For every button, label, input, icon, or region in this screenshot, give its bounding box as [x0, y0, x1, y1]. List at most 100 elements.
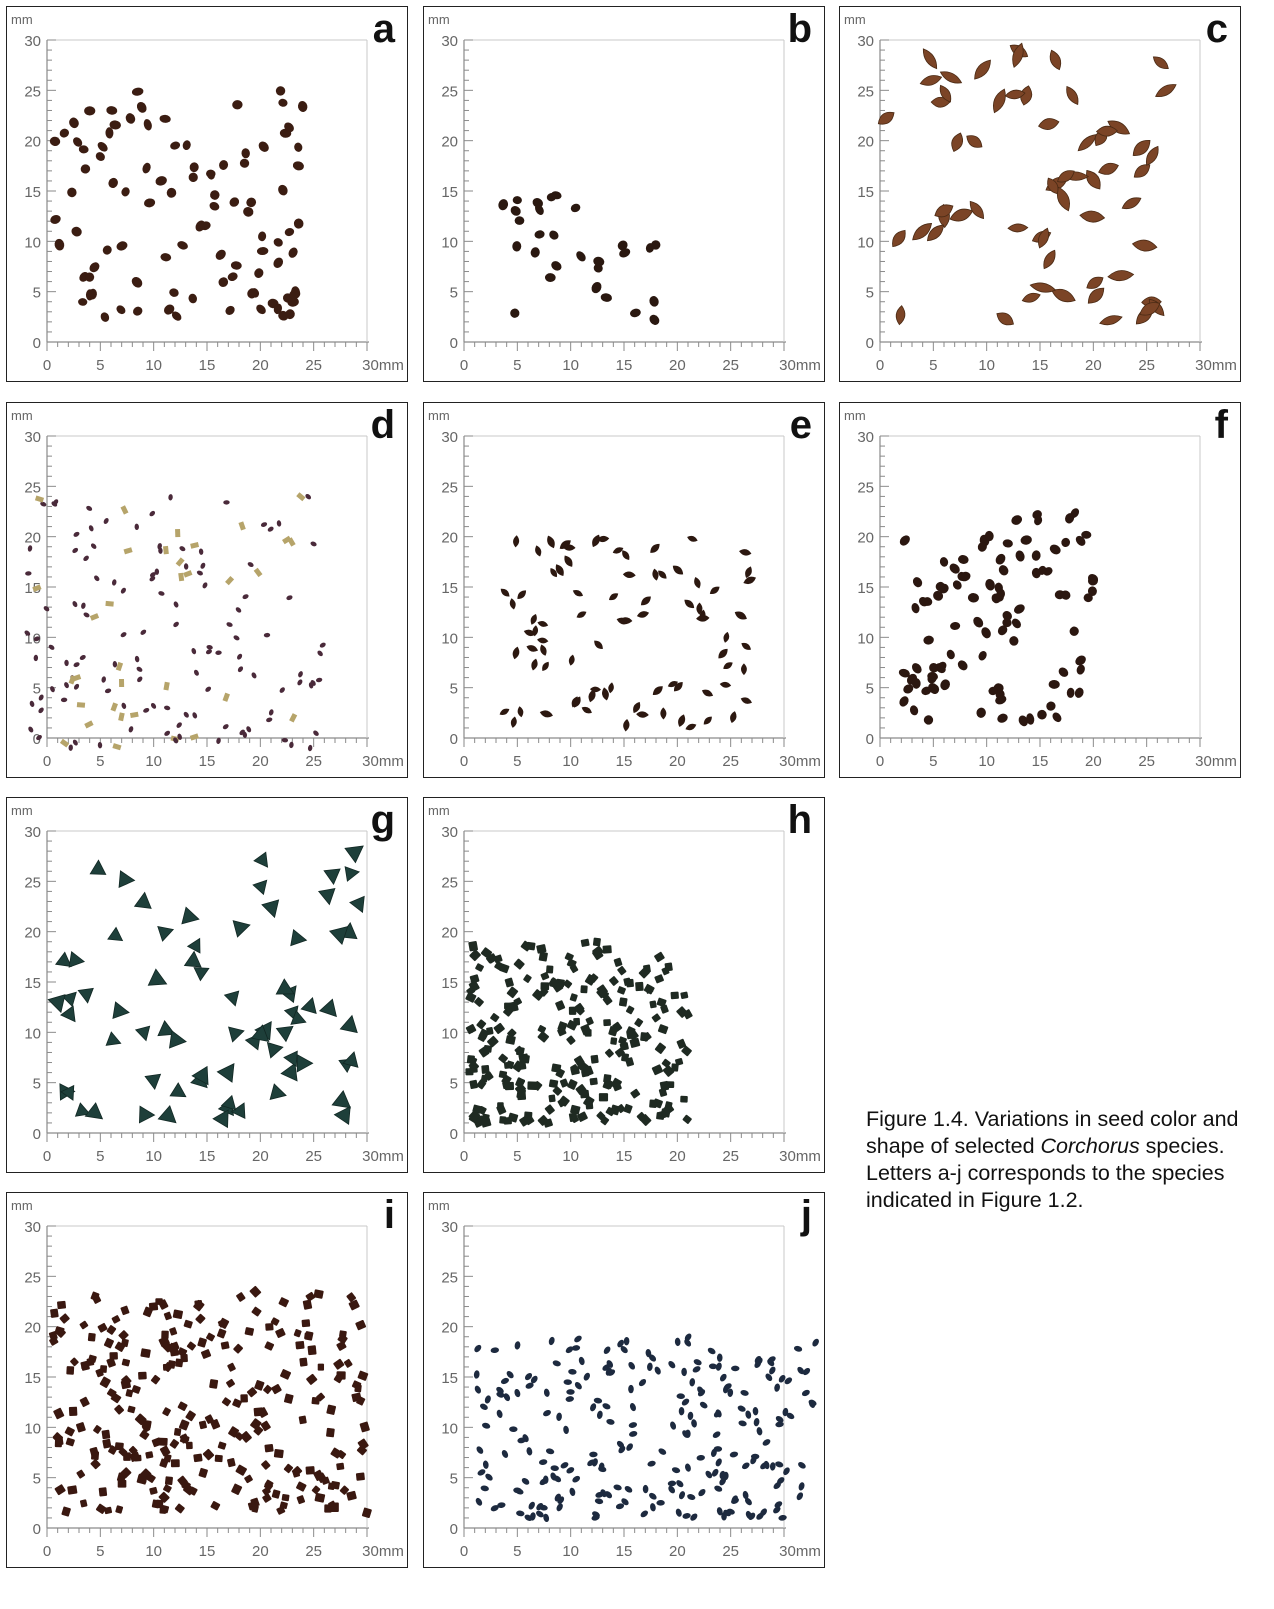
seed [1075, 655, 1086, 666]
seed [172, 1309, 184, 1320]
seed [1066, 85, 1079, 106]
seed [89, 859, 107, 875]
seed [1026, 713, 1035, 725]
seed [1009, 636, 1019, 646]
seed [592, 937, 601, 947]
seed [649, 1000, 657, 1009]
seed [484, 1395, 491, 1404]
x-tick-label: 25 [722, 1543, 739, 1560]
seed [305, 494, 312, 500]
seed [299, 1357, 308, 1367]
seed [292, 161, 304, 171]
seed [102, 245, 112, 255]
seed [638, 967, 650, 979]
seed [591, 281, 602, 294]
seed-cloud [49, 86, 308, 322]
seed [310, 541, 317, 547]
seed [940, 679, 950, 691]
seed [984, 530, 994, 542]
seed [198, 548, 204, 555]
seed [36, 735, 42, 741]
seed [25, 571, 32, 576]
seed [238, 521, 246, 531]
seed [537, 1115, 549, 1126]
seed [696, 602, 703, 615]
seed [559, 1078, 569, 1088]
seed [1038, 118, 1060, 130]
seed [583, 1372, 590, 1381]
seed [555, 1068, 565, 1079]
seed [168, 494, 173, 501]
seed [189, 733, 199, 741]
seed [596, 1111, 606, 1121]
seed [181, 1480, 191, 1491]
y-tick-label: 15 [857, 580, 874, 597]
seed [681, 1398, 690, 1406]
seed [271, 1489, 281, 1499]
y-tick-label: 5 [33, 1471, 41, 1488]
seed [774, 1383, 780, 1392]
seed [530, 247, 540, 258]
seed [294, 142, 303, 152]
x-tick-label: 0 [876, 357, 884, 374]
seed [317, 650, 323, 657]
seed [356, 1445, 367, 1456]
seed [149, 572, 156, 578]
seed [918, 597, 929, 607]
y-tick-label: 15 [441, 184, 458, 201]
seed [253, 567, 263, 578]
seed [158, 1491, 170, 1503]
seed [579, 1089, 590, 1099]
seed [657, 1024, 669, 1035]
y-tick-label: 25 [24, 874, 41, 891]
seed [974, 59, 991, 80]
seed [321, 1476, 330, 1485]
seed [287, 537, 296, 547]
seed [297, 101, 308, 112]
seed [477, 1469, 486, 1476]
seed [169, 288, 179, 297]
seed [946, 649, 955, 660]
seed [998, 565, 1009, 576]
seed [331, 1090, 352, 1109]
seed [542, 661, 549, 672]
seed [608, 1026, 618, 1037]
seed [600, 293, 612, 302]
seed [176, 722, 182, 728]
seed [173, 737, 179, 744]
seed [993, 88, 1006, 114]
panel-h: 0 5 10 15 20 25 30 0 5 10 15 20 25 30mm mm h [423, 797, 825, 1173]
seed [73, 662, 80, 668]
seed [474, 1344, 482, 1353]
seed [252, 879, 268, 896]
seed [773, 1482, 781, 1490]
seed [619, 248, 631, 258]
seed [1058, 667, 1069, 677]
seed [923, 635, 934, 645]
x-tick-label: 10 [145, 1148, 162, 1165]
seed [716, 1507, 723, 1516]
seed [530, 614, 537, 625]
seed [654, 1042, 667, 1054]
seed [580, 1023, 592, 1036]
seed [756, 1512, 764, 1520]
seed [49, 136, 61, 147]
seed [510, 205, 521, 216]
seed [67, 187, 77, 198]
seed [281, 737, 289, 743]
seed [65, 1437, 75, 1447]
seed [626, 1443, 633, 1451]
seed [227, 272, 238, 281]
seed [128, 726, 134, 733]
y-tick-label: 20 [24, 1320, 41, 1337]
seed-cloud [898, 508, 1099, 727]
seed [104, 688, 112, 694]
y-unit-label: mm [11, 1198, 33, 1213]
seed [260, 522, 268, 527]
seed [1002, 539, 1013, 548]
seed [106, 1357, 116, 1368]
seed [121, 187, 130, 197]
seed [278, 98, 288, 107]
seed [503, 1006, 514, 1017]
seed [645, 243, 655, 253]
